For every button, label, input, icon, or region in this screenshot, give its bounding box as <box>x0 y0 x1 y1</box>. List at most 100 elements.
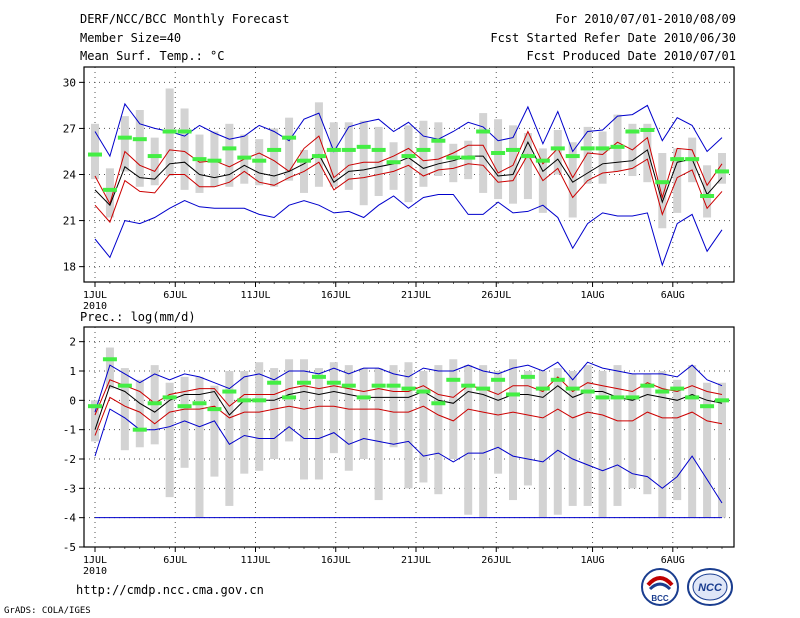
median-mark <box>476 129 491 134</box>
median-mark <box>267 147 282 152</box>
x-tick-label: 1JUL <box>83 555 107 566</box>
median-mark <box>252 158 267 163</box>
x-tick-label: 16JUL <box>321 290 351 301</box>
y-tick-label: -5 <box>63 541 76 554</box>
max-line <box>94 102 723 158</box>
max-line <box>94 361 723 413</box>
median-mark <box>102 187 117 192</box>
spread-box <box>180 108 189 190</box>
median-mark <box>386 160 401 165</box>
median-mark <box>580 146 595 151</box>
median-mark <box>655 389 670 394</box>
source-url[interactable]: http://cmdp.ncc.cma.gov.cn <box>76 583 264 597</box>
y-tick-label: 2 <box>69 336 76 349</box>
median-mark <box>550 377 565 382</box>
spread-box <box>91 400 99 442</box>
median-mark <box>401 386 416 391</box>
x-tick-label: 1AUG <box>581 555 605 566</box>
median-mark <box>685 157 700 162</box>
chart-title: DERF/NCC/BCC Monthly Forecast <box>80 12 290 26</box>
median-mark <box>356 144 371 149</box>
spread-box <box>419 120 428 187</box>
median-mark <box>177 129 192 134</box>
spread-box <box>583 365 592 506</box>
spread-box <box>464 140 473 180</box>
spread-box <box>673 379 682 501</box>
spread-box <box>434 122 443 177</box>
spread-box <box>165 382 174 498</box>
spread-box <box>628 373 637 489</box>
median-mark <box>132 427 147 432</box>
x-tick-label: 6JUL <box>163 555 187 566</box>
started-refer-date: Fcst Started Refer Date 2010/06/30 <box>490 31 736 45</box>
upper-line <box>94 376 723 416</box>
median-mark <box>670 157 685 162</box>
bcc-logo-text: BCC <box>651 594 669 603</box>
median-mark <box>610 395 625 400</box>
x-tick-year: 2010 <box>83 301 107 312</box>
spread-box <box>404 362 413 489</box>
median-mark <box>580 389 595 394</box>
produced-date: Fcst Produced Date 2010/07/01 <box>526 49 736 63</box>
grads-credit: GrADS: COLA/IGES <box>4 606 91 616</box>
median-mark <box>520 154 535 159</box>
x-tick-label: 21JUL <box>401 290 431 301</box>
median-mark <box>640 383 655 388</box>
spread-box <box>270 128 279 187</box>
spread-box <box>718 382 726 518</box>
spread-box <box>464 365 473 515</box>
spread-box <box>494 119 503 200</box>
median-mark <box>237 398 252 403</box>
median-mark <box>565 386 580 391</box>
y-tick-label: 21 <box>63 215 76 228</box>
median-mark <box>311 154 326 159</box>
y-tick-label: 0 <box>69 394 76 407</box>
x-tick-label: 26JUL <box>481 555 511 566</box>
spread-box <box>374 368 383 501</box>
median-mark <box>640 127 655 132</box>
x-tick-label: 6AUG <box>661 555 685 566</box>
lower-line <box>94 153 723 224</box>
spread-box <box>703 382 712 518</box>
min-line <box>94 408 723 504</box>
median-mark <box>431 401 446 406</box>
x-tick-year: 2010 <box>83 566 107 577</box>
median-mark <box>222 146 237 151</box>
spread-box <box>285 117 294 181</box>
median-mark <box>670 386 685 391</box>
spread-box <box>509 359 517 501</box>
median-mark <box>416 389 431 394</box>
spread-box <box>210 385 219 477</box>
median-mark <box>267 380 282 385</box>
spread-box <box>598 131 607 184</box>
median-mark <box>297 380 311 385</box>
median-mark <box>491 377 506 382</box>
spread-box <box>314 102 323 187</box>
y-tick-label: -4 <box>63 512 77 525</box>
median-mark <box>356 395 371 400</box>
median-mark <box>222 389 237 394</box>
y-tick-label: 27 <box>63 122 76 135</box>
spread-box <box>523 371 532 486</box>
spread-box <box>180 376 189 468</box>
spread-box <box>255 362 264 471</box>
spread-box <box>688 365 697 518</box>
x-tick-label: 21JUL <box>401 555 431 566</box>
median-mark <box>416 147 431 152</box>
spread-box <box>344 365 353 471</box>
spread-box <box>300 359 308 480</box>
median-mark <box>117 383 132 388</box>
spread-box <box>195 376 204 518</box>
median-mark <box>88 152 102 157</box>
min-line <box>94 194 723 267</box>
median-mark <box>88 404 102 409</box>
spread-box <box>105 347 114 389</box>
y-tick-label: 1 <box>69 365 76 378</box>
upper-line <box>94 130 723 206</box>
x-tick-label: 6AUG <box>661 290 685 301</box>
median-mark <box>132 137 147 142</box>
variable-label: Mean Surf. Temp.: °C <box>80 49 225 63</box>
spread-box <box>240 371 249 474</box>
spread-box <box>553 368 562 515</box>
